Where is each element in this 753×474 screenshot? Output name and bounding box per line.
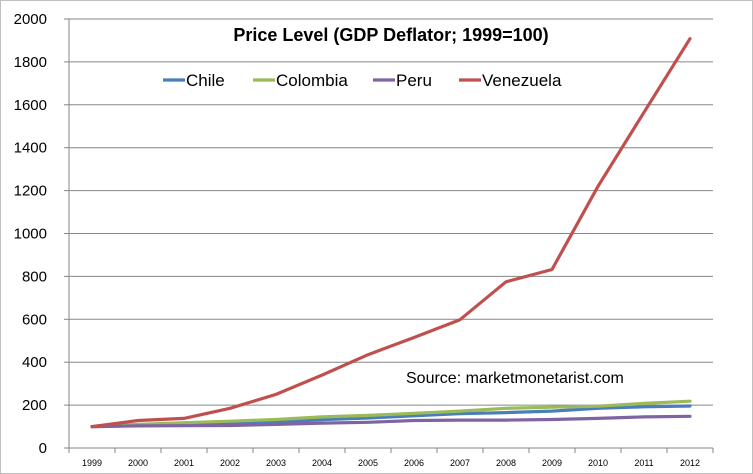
x-tick-label: 2009 <box>542 458 562 468</box>
y-tick-label: 200 <box>22 397 47 414</box>
series-line-peru <box>90 414 692 429</box>
legend-label-venezuela: Venezuela <box>482 71 562 90</box>
y-tick-label: 1200 <box>14 183 47 200</box>
x-tick-label: 2008 <box>496 458 516 468</box>
gridlines <box>69 18 713 406</box>
series-line-colombia <box>90 399 692 429</box>
x-tick-label: 2003 <box>266 458 286 468</box>
y-axis-ticks: 0 200 400 600 800 1000 1200 1400 1600 1800 2000 <box>14 11 69 457</box>
x-tick-label: 2006 <box>404 458 424 468</box>
x-tick-label: 2001 <box>174 458 194 468</box>
y-tick-label: 400 <box>22 354 47 371</box>
y-tick-label: 1400 <box>14 140 47 157</box>
y-tick-label: 0 <box>39 440 47 457</box>
y-tick-label: 1600 <box>14 97 47 114</box>
series-lines <box>90 37 692 429</box>
x-tick-label: 2011 <box>634 458 653 468</box>
x-tick-label: 2000 <box>128 458 148 468</box>
x-tick-label: 2010 <box>588 458 608 468</box>
chart-title: Price Level (GDP Deflator; 1999=100) <box>233 25 548 45</box>
y-tick-label: 1000 <box>14 226 47 243</box>
y-tick-label: 600 <box>22 311 47 328</box>
legend-label-peru: Peru <box>396 71 432 90</box>
legend-label-colombia: Colombia <box>276 71 348 90</box>
legend: Chile Colombia Peru Venezuela <box>163 71 562 90</box>
x-tick-label: 2002 <box>220 458 240 468</box>
y-tick-label: 1800 <box>14 54 47 71</box>
x-tick-label: 2005 <box>358 458 378 468</box>
source-annotation: Source: marketmonetarist.com <box>406 370 624 387</box>
series-line-venezuela <box>90 37 692 429</box>
x-tick-label: 2007 <box>450 458 470 468</box>
x-axis-ticks: 1999 2000 2001 2002 2003 2004 2005 2006 2007 2008… <box>68 448 714 468</box>
y-tick-label: 2000 <box>14 11 47 28</box>
x-tick-label: 2004 <box>312 458 332 468</box>
x-tick-label: 1999 <box>82 458 102 468</box>
y-tick-label: 800 <box>22 268 47 285</box>
x-tick-label: 2012 <box>680 458 700 468</box>
legend-label-chile: Chile <box>186 71 225 90</box>
